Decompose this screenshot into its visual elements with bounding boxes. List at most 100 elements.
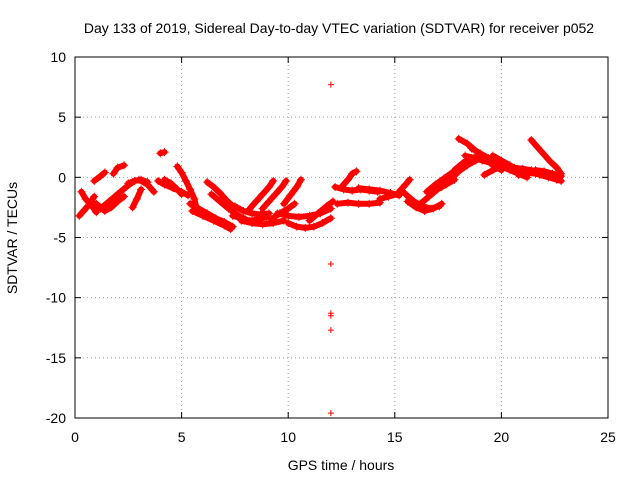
- data-point: [294, 213, 303, 222]
- data-point: [113, 163, 122, 172]
- y-tick-label: -15: [46, 350, 66, 366]
- x-tick-label: 25: [600, 429, 616, 445]
- data-point: [352, 167, 361, 176]
- data-point: [265, 197, 274, 206]
- data-point: [252, 197, 261, 206]
- data-point: [497, 156, 506, 165]
- x-tick-label: 5: [178, 429, 186, 445]
- data-point: [343, 198, 352, 207]
- data-point: [365, 185, 374, 194]
- data-point: [154, 176, 163, 185]
- data-point: [480, 170, 489, 179]
- data-point: [269, 176, 278, 185]
- data-point: [181, 176, 190, 185]
- x-tick-label: 20: [494, 429, 510, 445]
- data-point: [488, 166, 497, 175]
- data-point: [454, 134, 463, 143]
- data-point: [331, 182, 340, 191]
- data-point: [273, 209, 282, 218]
- data-point: [124, 179, 133, 188]
- data-point: [429, 204, 438, 213]
- data-point: [469, 154, 478, 163]
- data-point: [403, 197, 412, 206]
- chart-title: Day 133 of 2019, Sidereal Day-to-day VTE…: [84, 20, 594, 36]
- data-point: [143, 180, 152, 189]
- data-point: [177, 190, 186, 199]
- data-point: [209, 216, 218, 225]
- data-point: [395, 187, 404, 196]
- data-point: [510, 163, 519, 172]
- y-tick-label: -5: [54, 230, 67, 246]
- data-point: [431, 180, 440, 189]
- data-point: [488, 151, 497, 160]
- data-point: [309, 222, 318, 231]
- data-point: [531, 166, 540, 175]
- data-point: [439, 174, 448, 183]
- data-point: [284, 219, 293, 228]
- data-point: [375, 194, 384, 203]
- data-point: [461, 151, 470, 160]
- data-point: [258, 220, 267, 229]
- data-point: [343, 175, 352, 184]
- data-point: [282, 176, 291, 185]
- data-point: [113, 190, 122, 199]
- data-point: [207, 190, 216, 199]
- x-axis-label: GPS time / hours: [288, 457, 395, 473]
- data-point: [190, 194, 199, 203]
- data-track: [528, 137, 565, 177]
- x-tick-label: 15: [387, 429, 403, 445]
- data-point: [209, 182, 218, 191]
- data-point: [540, 167, 549, 176]
- data-point: [401, 180, 410, 189]
- data-point: [322, 202, 331, 211]
- y-tick-label: -20: [46, 410, 66, 426]
- data-point: [333, 199, 342, 208]
- data-point: [247, 209, 256, 218]
- data-point: [339, 185, 348, 194]
- data-point: [522, 168, 531, 177]
- y-tick-label: 5: [58, 109, 66, 125]
- data-point: [450, 166, 459, 175]
- data-point: [226, 225, 235, 234]
- data-point: [186, 199, 195, 208]
- data-point: [267, 215, 276, 224]
- data-point: [514, 170, 523, 179]
- outlier-point: [327, 327, 334, 334]
- data-point: [552, 163, 561, 172]
- data-point: [137, 185, 146, 194]
- data-point: [109, 169, 118, 178]
- data-point: [292, 182, 301, 191]
- data-track: [78, 188, 100, 216]
- x-tick-label: 0: [71, 429, 79, 445]
- data-point: [128, 203, 137, 212]
- data-point: [156, 149, 165, 158]
- data-point: [271, 190, 280, 199]
- data-point: [284, 211, 293, 220]
- x-tick-label: 10: [280, 429, 296, 445]
- data-point: [296, 175, 305, 184]
- data-point: [100, 168, 109, 177]
- data-point: [96, 172, 105, 181]
- data-point: [239, 207, 248, 216]
- data-point: [476, 149, 485, 158]
- data-point: [215, 197, 224, 206]
- data-point: [92, 199, 101, 208]
- data-point: [292, 222, 301, 231]
- outlier-point: [327, 312, 334, 319]
- data-point: [284, 204, 293, 213]
- data-point: [237, 216, 246, 225]
- data-point: [279, 199, 288, 208]
- data-point: [92, 208, 101, 217]
- data-point: [96, 204, 105, 213]
- data-point: [527, 136, 536, 145]
- data-point: [258, 204, 267, 213]
- data-point: [422, 187, 431, 196]
- data-point: [113, 197, 122, 206]
- data-point: [348, 186, 357, 195]
- data-point: [375, 186, 384, 195]
- data-point: [416, 199, 425, 208]
- data-point: [437, 182, 446, 191]
- data-point: [533, 143, 542, 152]
